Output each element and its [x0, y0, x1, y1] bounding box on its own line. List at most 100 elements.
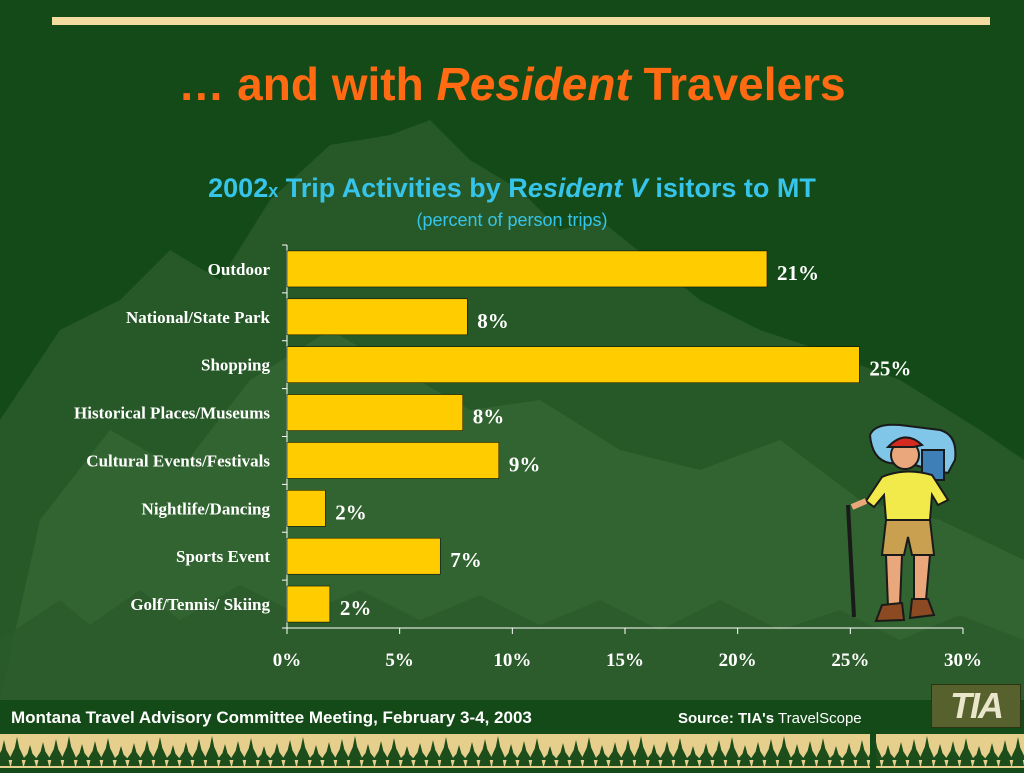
pine-tree [386, 738, 402, 766]
pine-tree [126, 743, 142, 766]
pine-tree [399, 746, 415, 766]
pine-tree [659, 741, 675, 766]
slide-title: … and with Resident Travelers [178, 58, 846, 110]
pine-tree [685, 746, 701, 766]
pine-tree [646, 744, 662, 766]
pine-tree [932, 744, 948, 766]
pine-tree [841, 743, 857, 766]
pine-tree [737, 745, 753, 766]
pine-tree-border [0, 734, 1024, 768]
data-label: 2% [335, 500, 367, 524]
pine-tree [763, 739, 779, 766]
pine-tree [529, 738, 545, 766]
category-label: Golf/Tennis/ Skiing [130, 595, 270, 614]
pine-tree [35, 742, 51, 766]
pine-tree [828, 746, 844, 766]
pine-tree [503, 744, 519, 766]
data-label: 7% [450, 548, 482, 572]
pine-tree [581, 737, 597, 766]
pine-tree [152, 737, 168, 766]
pine-tree [516, 741, 532, 766]
pine-tree [477, 739, 493, 766]
data-label: 8% [473, 405, 505, 429]
bar [286, 394, 464, 431]
pine-tree [139, 740, 155, 766]
x-tick-label: 0% [273, 650, 302, 671]
pine-tree [880, 745, 896, 766]
category-label: Cultural Events/Festivals [86, 451, 270, 470]
pine-tree [555, 743, 571, 766]
data-label: 2% [340, 596, 372, 620]
pine-tree [971, 746, 987, 766]
pine-tree [165, 745, 181, 766]
pine-tree [1010, 737, 1024, 766]
bar [286, 250, 768, 288]
pine-tree [230, 741, 246, 766]
category-label: Nightlife/Dancing [142, 499, 271, 518]
pine-tree [919, 736, 935, 766]
pine-tree [0, 740, 12, 766]
pine-tree [464, 742, 480, 766]
pine-tree [334, 739, 350, 766]
pine-tree [308, 745, 324, 766]
x-tick-label: 5% [385, 650, 414, 671]
chart-title: 2002x Trip Activities by Resident V isit… [208, 173, 816, 203]
pine-tree [61, 736, 77, 766]
category-label: Shopping [201, 356, 270, 375]
data-label: 21% [777, 261, 819, 285]
pine-tree [48, 739, 64, 766]
bar [286, 346, 860, 383]
pine-tree [802, 741, 818, 766]
pine-tree [893, 742, 909, 766]
pine-tree [178, 742, 194, 766]
pine-tree [594, 745, 610, 766]
bar [286, 490, 326, 527]
pine-tree [269, 743, 285, 766]
pine-tree [776, 736, 792, 766]
bar [286, 537, 441, 575]
category-label: National/State Park [126, 308, 271, 327]
pine-tree [620, 739, 636, 766]
bar [286, 298, 468, 336]
pine-tree [9, 737, 25, 766]
top-accent-line [52, 17, 990, 25]
pine-tree [750, 742, 766, 766]
footer-meeting-text: Montana Travel Advisory Committee Meetin… [11, 708, 532, 727]
bar [286, 585, 331, 623]
source-note: Source: TIA's TravelScope [678, 710, 862, 727]
pine-tree [633, 736, 649, 766]
category-label: Outdoor [208, 260, 271, 279]
x-tick-label: 10% [493, 650, 531, 671]
pine-tree [282, 740, 298, 766]
pine-tree [425, 740, 441, 766]
pine-tree [87, 741, 103, 766]
pine-tree [698, 743, 714, 766]
category-label: Sports Event [176, 547, 270, 566]
hiker-clipart-icon [846, 423, 957, 623]
pine-tree [997, 740, 1013, 766]
pine-tree [347, 736, 363, 766]
pine-tree [789, 744, 805, 766]
pine-tree [451, 745, 467, 766]
pine-tree [217, 744, 233, 766]
bar [286, 442, 500, 479]
pine-tree [854, 740, 870, 766]
x-tick-label: 15% [606, 650, 644, 671]
pine-tree [711, 740, 727, 766]
pine-tree [191, 739, 207, 766]
data-label: 9% [509, 452, 541, 476]
data-label: 25% [869, 357, 911, 381]
pine-tree [256, 746, 272, 766]
pine-tree [100, 738, 116, 766]
pine-tree [321, 742, 337, 766]
pine-tree [360, 744, 376, 766]
pine-tree [568, 740, 584, 766]
data-label: 8% [477, 309, 509, 333]
pine-tree [373, 741, 389, 766]
pine-tree [113, 746, 129, 766]
pine-tree [906, 739, 922, 766]
pine-tree [295, 737, 311, 766]
pine-tree [724, 737, 740, 766]
